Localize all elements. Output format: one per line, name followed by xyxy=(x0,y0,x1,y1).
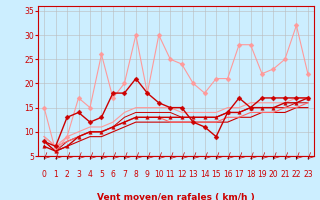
X-axis label: Vent moyen/en rafales ( km/h ): Vent moyen/en rafales ( km/h ) xyxy=(97,193,255,200)
